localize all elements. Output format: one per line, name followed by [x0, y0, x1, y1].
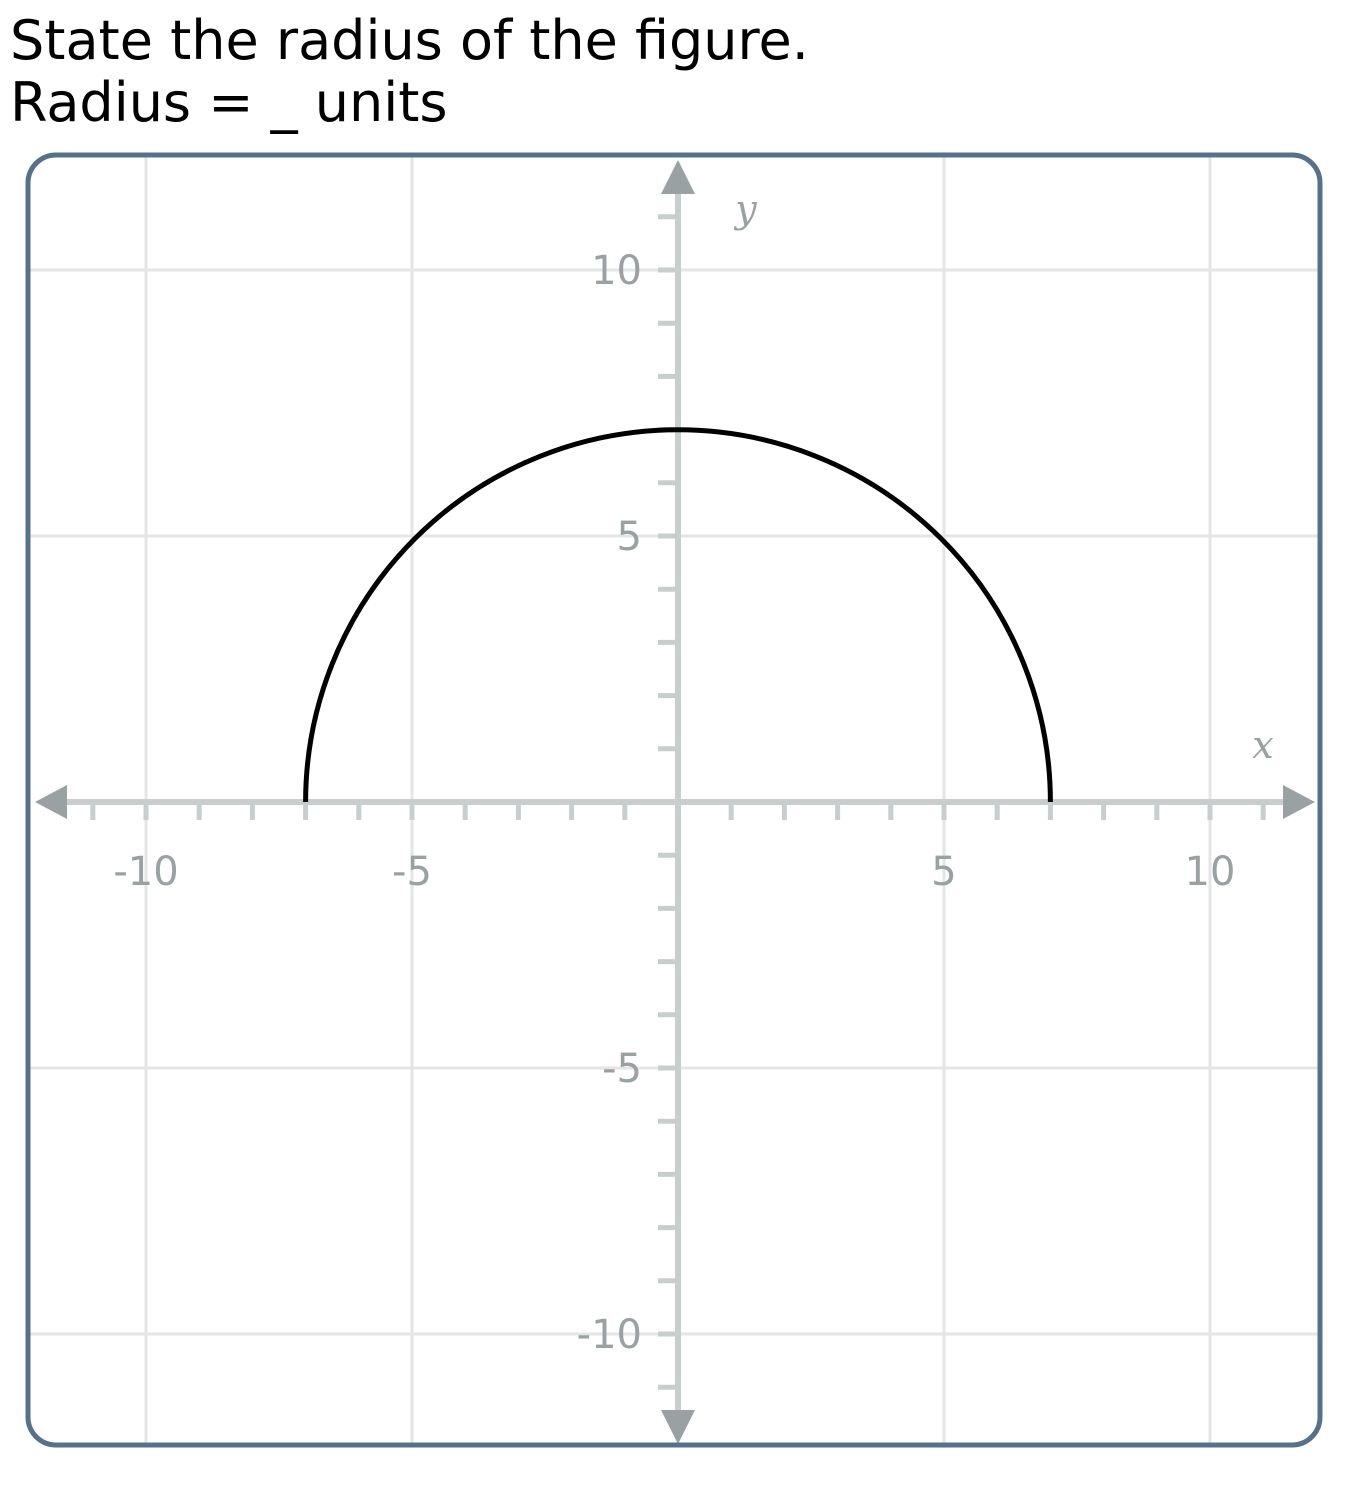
answer-blank-line: Radius = _ units — [10, 71, 448, 134]
x-axis-left-arrow — [35, 785, 67, 819]
x-tick-label: -10 — [113, 849, 178, 895]
graph-canvas: -10 -5 5 10 10 5 -5 -10 x y — [25, 152, 1323, 1448]
y-tick-label: 5 — [617, 514, 642, 560]
x-axis-right-arrow — [1283, 785, 1315, 819]
x-axis-name: x — [1252, 723, 1273, 767]
x-tick-label: 10 — [1185, 849, 1236, 895]
x-tick-label: 5 — [931, 849, 956, 895]
question-prompt: State the radius of the figure. — [10, 9, 809, 72]
y-axis-top-arrow — [661, 160, 695, 194]
y-tick-label: -5 — [602, 1046, 642, 1092]
tick-labels: -10 -5 5 10 10 5 -5 -10 x y — [113, 187, 1273, 1358]
y-tick-label: 10 — [591, 248, 642, 294]
y-axis-name: y — [733, 187, 757, 231]
coordinate-graph: -10 -5 5 10 10 5 -5 -10 x y — [25, 152, 1323, 1448]
question-text: State the radius of the figure. Radius =… — [10, 10, 809, 134]
axes — [35, 160, 1315, 1444]
y-tick-label: -10 — [577, 1312, 642, 1358]
x-tick-label: -5 — [392, 849, 432, 895]
plotted-curve — [303, 427, 1053, 803]
graph-border — [25, 152, 1323, 1448]
y-axis-bottom-arrow — [661, 1410, 695, 1444]
tick-marks — [90, 214, 1266, 1390]
semicircle-curve — [303, 427, 1053, 803]
